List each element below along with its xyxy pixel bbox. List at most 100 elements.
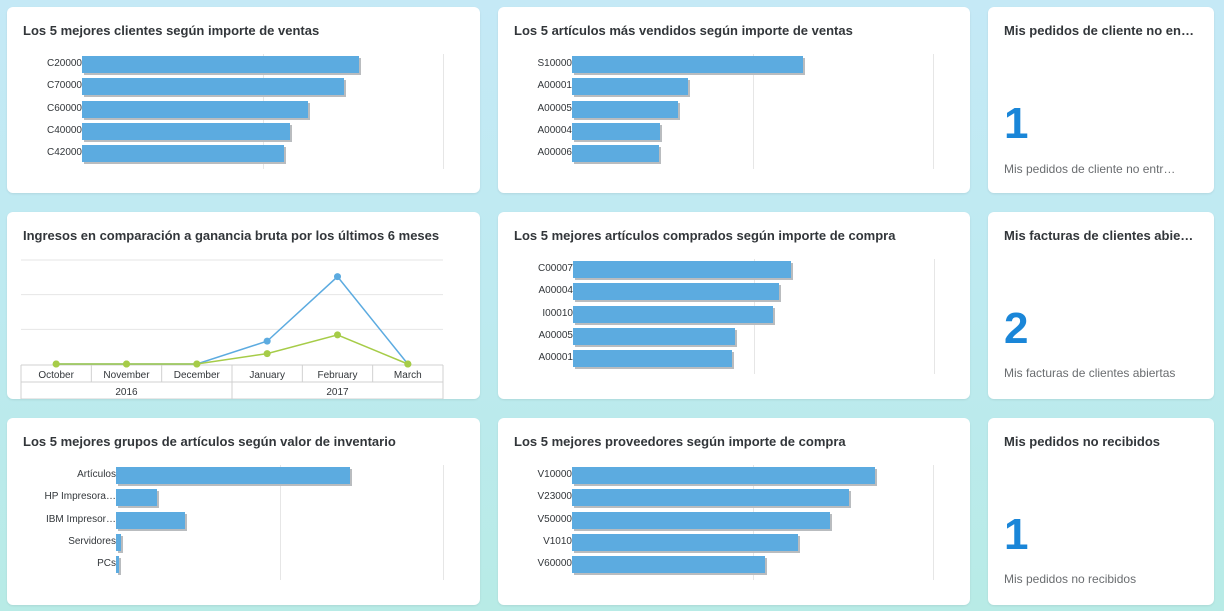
kpi-subtitle: Mis pedidos no recibidos: [1004, 572, 1137, 586]
data-point: [263, 337, 271, 345]
x-tick-label: March: [394, 370, 422, 381]
bar[interactable]: [82, 145, 284, 163]
x-tick-label: December: [174, 370, 221, 381]
bar[interactable]: [116, 511, 185, 529]
tile-kpi-orders-not-delivered[interactable]: Mis pedidos de cliente no en… 1 Mis pedi…: [988, 7, 1214, 193]
bar[interactable]: [572, 511, 830, 529]
tile-title: Los 5 mejores artículos comprados según …: [514, 228, 896, 243]
data-point: [334, 331, 341, 339]
bar-row: V50000: [538, 510, 933, 534]
bar[interactable]: [572, 489, 849, 507]
bar-category-label: C42000: [46, 147, 82, 159]
bar-row: Servidores: [68, 532, 443, 556]
bar[interactable]: [82, 122, 290, 140]
bar-category-label: I00010: [542, 307, 573, 319]
tile-revenue-vs-profit[interactable]: Ingresos en comparación a ganancia bruta…: [7, 212, 480, 399]
bar[interactable]: [572, 533, 798, 551]
line-chart-revenue-vs-profit: 2016 2017 October November December January Fe…: [20, 259, 444, 399]
tile-title: Mis pedidos no recibidos: [1004, 434, 1161, 449]
tile-top-items-sold[interactable]: Los 5 artículos más vendidos según impor…: [498, 7, 970, 193]
tile-title: Los 5 mejores clientes según importe de …: [23, 23, 320, 38]
bar-chart-top-item-groups: Artículos HP Impresora… IBM Impresor… Servi…: [44, 465, 444, 580]
bar-row: I00010: [542, 304, 934, 328]
bar[interactable]: [573, 261, 791, 278]
bar-category-label: C40000: [46, 124, 82, 136]
x-tick-label: January: [249, 370, 285, 381]
bar[interactable]: [573, 350, 732, 368]
x-group-label: 2016: [115, 387, 138, 398]
bar[interactable]: [572, 122, 660, 140]
tile-title: Los 5 mejores grupos de artículos según …: [23, 434, 396, 449]
gridline: [933, 54, 934, 169]
data-point: [52, 360, 60, 368]
data-point: [193, 360, 201, 368]
kpi-value: 1: [1004, 510, 1029, 559]
kpi-value: 1: [1004, 99, 1029, 148]
bar-category-label: V60000: [537, 558, 572, 570]
bar[interactable]: [573, 283, 779, 301]
bar-row: A00005: [539, 326, 934, 350]
bar-row: C20000: [47, 54, 443, 78]
x-tick-label: February: [317, 370, 357, 381]
bar[interactable]: [82, 56, 359, 73]
kpi-subtitle: Mis facturas de clientes abiertas: [1004, 366, 1176, 380]
bar-category-label: A00005: [537, 102, 572, 114]
bar-category-label: S10000: [537, 58, 572, 69]
tile-top-vendors[interactable]: Los 5 mejores proveedores según importe …: [498, 418, 970, 605]
series-line: [56, 275, 409, 365]
bar-category-label: C70000: [46, 80, 82, 92]
bar-row: V23000: [538, 487, 933, 511]
x-tick-label: November: [103, 370, 150, 381]
bar-row: V1010: [543, 532, 933, 556]
bar[interactable]: [116, 467, 350, 484]
x-tick-label: October: [38, 370, 74, 381]
tile-top-item-groups[interactable]: Los 5 mejores grupos de artículos según …: [7, 418, 480, 605]
tile-top-items-purchased[interactable]: Los 5 mejores artículos comprados según …: [498, 212, 970, 399]
bar-row: C42000: [47, 143, 443, 167]
bar[interactable]: [116, 533, 121, 551]
bar[interactable]: [82, 78, 344, 96]
bar-category-label: Artículos: [77, 469, 116, 480]
bar-category-label: A00005: [538, 329, 573, 341]
tile-top-customers[interactable]: Los 5 mejores clientes según importe de …: [7, 7, 480, 193]
tile-title: Mis pedidos de cliente no en…: [1004, 23, 1194, 38]
bar[interactable]: [116, 489, 157, 507]
bar-chart-top-items-sold: S10000 A00001 A00005 A00004 A00006: [538, 54, 934, 169]
bar-row: A00001: [539, 348, 934, 372]
bar-category-label: Servidores: [68, 535, 116, 547]
bar[interactable]: [572, 78, 688, 96]
bar[interactable]: [572, 56, 803, 73]
bar-category-label: A00001: [538, 352, 573, 364]
bar-chart-top-customers: C20000 C70000 C60000 C40000 C42000: [47, 54, 444, 169]
bar[interactable]: [573, 305, 773, 323]
gridline: [443, 54, 444, 169]
gridline: [280, 465, 281, 580]
bar-category-label: V23000: [537, 491, 572, 503]
bar[interactable]: [572, 556, 765, 574]
bar[interactable]: [572, 467, 875, 484]
bar[interactable]: [82, 100, 308, 118]
bar-row: V60000: [538, 554, 933, 578]
tile-kpi-orders-not-received[interactable]: Mis pedidos no recibidos 1 Mis pedidos n…: [988, 418, 1214, 605]
tile-kpi-open-invoices[interactable]: Mis facturas de clientes abie… 2 Mis fac…: [988, 212, 1214, 399]
tile-title: Mis facturas de clientes abie…: [1004, 228, 1194, 243]
bar[interactable]: [573, 327, 735, 345]
bar-chart-top-items-purchased: C00007 A00004 I00010 A00005 A00001: [538, 259, 935, 374]
bar[interactable]: [116, 556, 119, 574]
data-point: [263, 350, 271, 358]
bar[interactable]: [572, 100, 678, 118]
bar-row: A00005: [538, 99, 933, 123]
bar-row: A00004: [539, 281, 934, 305]
bar-row: HP Impresora…: [44, 487, 443, 511]
bar-category-label: A00006: [537, 147, 572, 159]
tile-title: Los 5 artículos más vendidos según impor…: [514, 23, 853, 38]
bar-category-label: IBM Impresor…: [45, 513, 116, 525]
bar-row: C00007: [538, 259, 934, 283]
bar[interactable]: [572, 145, 659, 163]
bar-category-label: C60000: [46, 102, 82, 114]
kpi-value: 2: [1004, 304, 1029, 353]
bar-category-label: C20000: [46, 58, 82, 69]
bar-row: S10000: [538, 54, 933, 78]
bar-category-label: A00001: [537, 80, 572, 92]
kpi-subtitle: Mis pedidos de cliente no entr…: [1004, 162, 1176, 176]
